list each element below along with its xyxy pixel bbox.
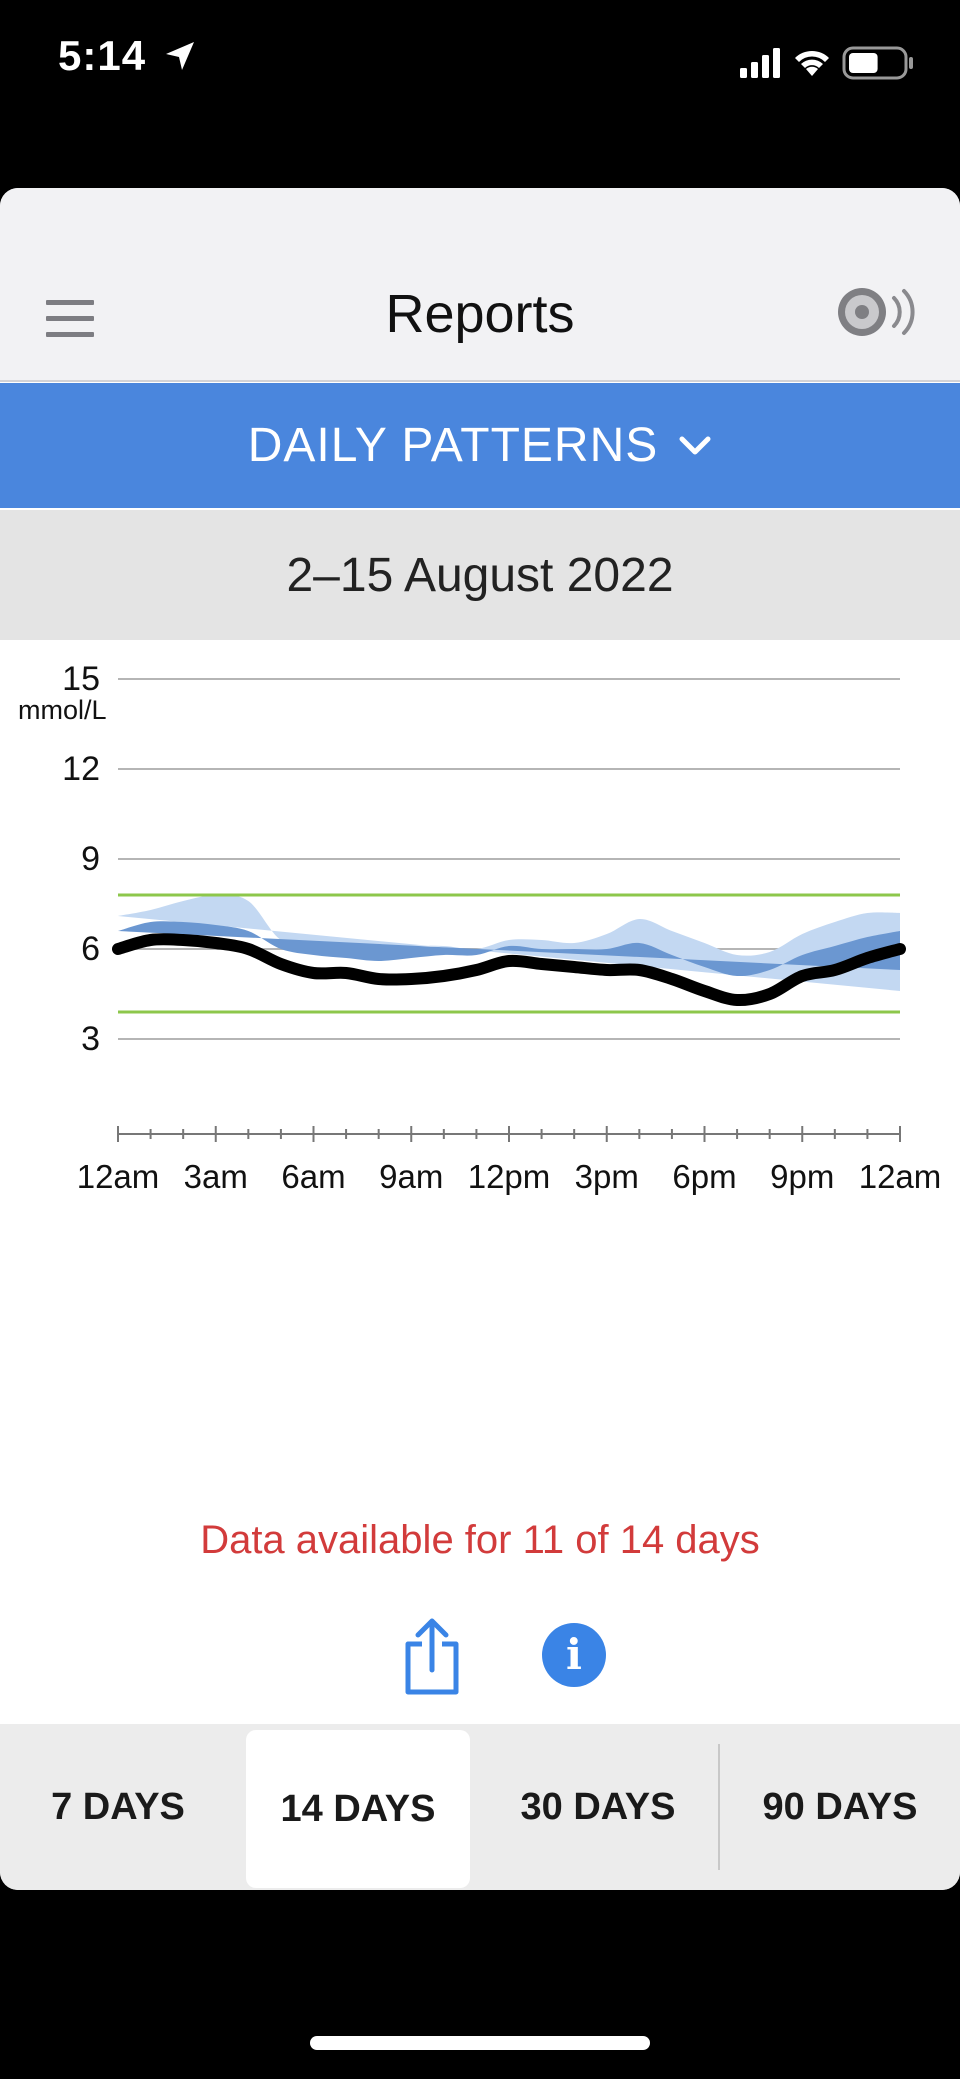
hamburger-menu-icon[interactable] [46,300,94,340]
info-icon[interactable]: i [542,1623,606,1687]
report-type-dropdown[interactable]: DAILY PATTERNS [0,383,960,508]
chevron-down-icon [679,436,711,454]
tab-7-days[interactable]: 7 DAYS [0,1724,236,1890]
status-icons [740,46,913,80]
share-icon[interactable] [400,1616,464,1696]
x-tick-label: 12pm [468,1158,551,1195]
y-tick-label: 9 [81,840,100,878]
median-line [112,933,906,1007]
x-tick-label: 12am [859,1158,942,1195]
y-tick-label: 3 [81,1020,100,1058]
sensor-scan-icon[interactable] [836,282,916,342]
location-arrow-icon [165,42,194,70]
date-range-label: 2–15 August 2022 [286,548,674,602]
x-tick-label: 3pm [575,1158,639,1195]
x-tick-label: 3am [184,1158,248,1195]
report-type-label: DAILY PATTERNS [247,419,659,472]
x-tick-label: 6am [281,1158,345,1195]
tab-90-days[interactable]: 90 DAYS [720,1724,960,1890]
status-bar: 5:14 [0,0,960,130]
data-availability-note: Data available for 11 of 14 days [200,1518,760,1562]
x-tick-label: 9am [379,1158,443,1195]
y-tick-label: 15 [62,660,100,698]
y-tick-label: 12 [62,750,100,788]
inner-percentile-band [118,921,900,977]
x-tick-label: 12am [77,1158,160,1195]
status-time: 5:14 [58,32,197,80]
tab-14-days[interactable]: 14 DAYS [246,1730,470,1888]
tab-label: 90 DAYS [762,1785,918,1828]
y-tick-label: 6 [81,930,100,968]
top-bar: Reports [0,188,960,382]
tab-30-days[interactable]: 30 DAYS [478,1724,718,1890]
battery-icon [842,46,913,80]
daily-patterns-chart: mmol/L 36912151821 12am3am6am9am12pm3pm6… [18,660,942,1195]
y-axis-unit-label: mmol/L [18,695,107,725]
tab-label: 30 DAYS [520,1785,676,1828]
wifi-icon [795,50,829,76]
date-range-header: 2–15 August 2022 [0,510,960,640]
tab-divider [718,1744,720,1870]
tab-label: 14 DAYS [280,1787,436,1830]
range-tab-bar: 7 DAYS 14 DAYS 30 DAYS 90 DAYS [0,1724,960,1890]
cellular-signal-icon [740,48,780,78]
home-indicator [310,2036,650,2050]
app-card: Reports DAILY PATTERNS 2–15 August 2022 … [0,188,960,1890]
tab-label: 7 DAYS [51,1785,185,1828]
page-title: Reports [385,284,575,344]
x-tick-label: 6pm [672,1158,736,1195]
x-tick-label: 9pm [770,1158,834,1195]
clock-text: 5:14 [58,32,147,79]
